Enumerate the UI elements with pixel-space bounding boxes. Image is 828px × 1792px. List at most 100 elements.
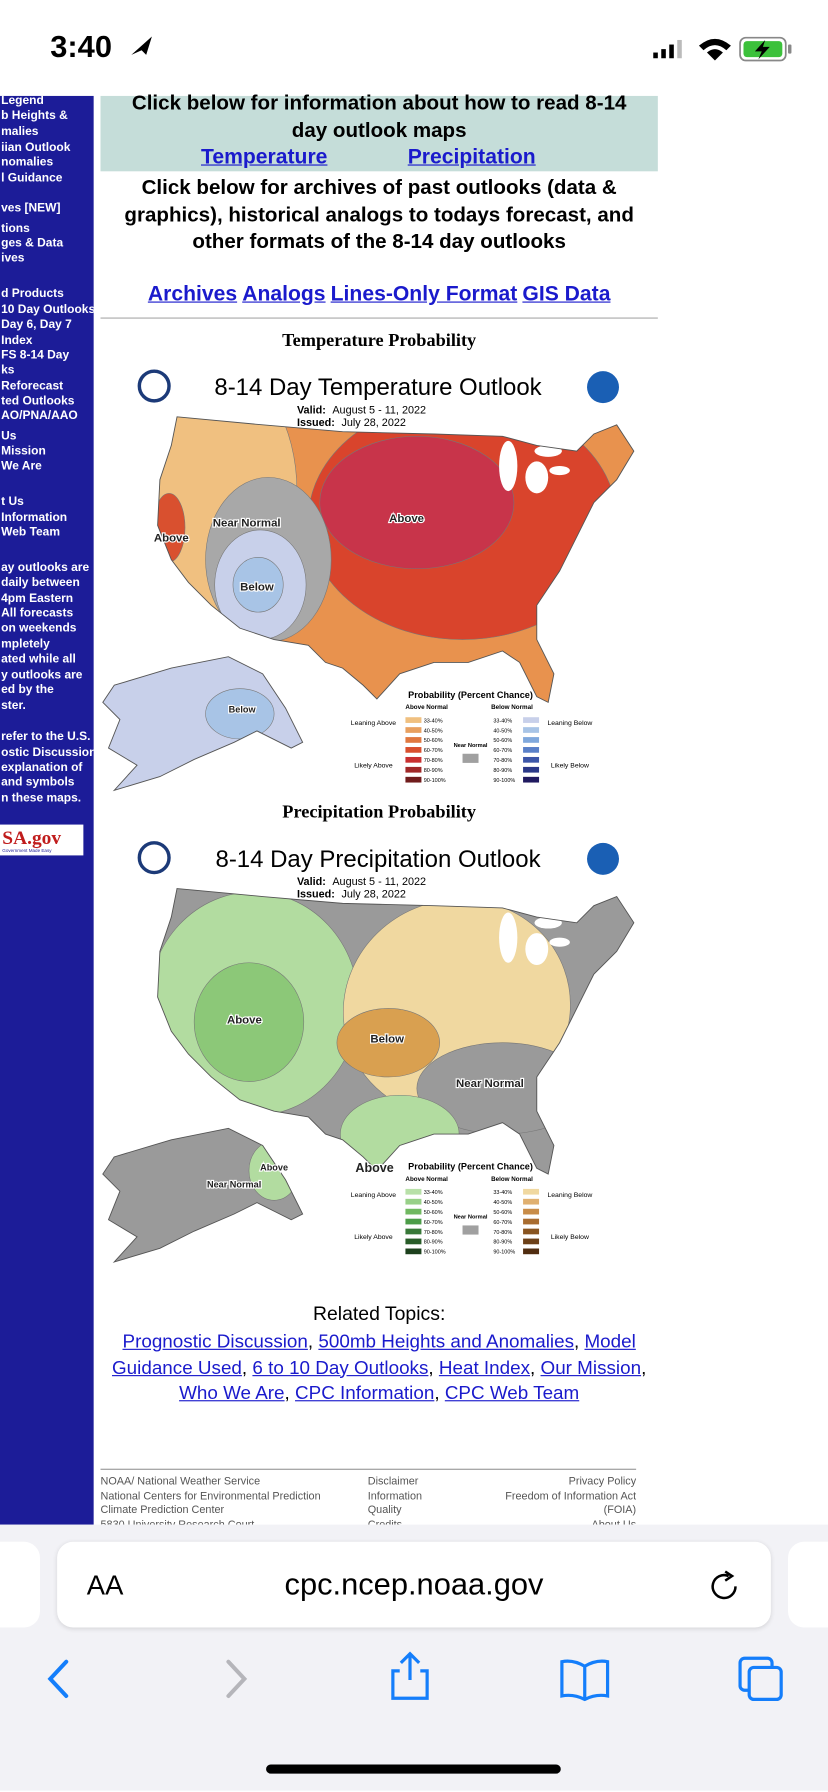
sidebar-link[interactable]: t Us [1,494,24,509]
tab-preview[interactable] [0,1541,40,1628]
sidebar-link[interactable]: ostic Discussion [1,745,94,760]
logo-tagline: Government Made Easy [2,847,52,854]
forward-button[interactable] [226,1659,248,1698]
link[interactable]: Prognostic Discussion [122,1331,308,1353]
status-time: 3:40 [50,29,112,64]
sidebar-link[interactable]: malies [1,124,39,139]
legend-title: Probability (Percent Chance) [408,690,533,700]
sidebar-link[interactable]: Mission [1,444,46,458]
tabs-button[interactable] [738,1656,783,1701]
sidebar-link[interactable]: FS 8-14 Day [1,348,70,363]
usa-gov-logo[interactable]: SA.gov Government Made Easy [0,824,84,856]
sidebar-link[interactable]: Web Team [1,525,61,540]
sidebar-link[interactable]: Us [1,429,17,444]
legend-swatch [523,747,540,753]
footer-link[interactable]: (FOIA) [603,1504,637,1517]
sidebar-link[interactable]: ks [1,363,15,377]
link[interactable]: Heat Index [438,1357,531,1378]
sidebar-link[interactable]: ives [1,251,25,265]
legend-swatch [523,1238,540,1245]
info-box [100,95,658,172]
link[interactable]: Analogs [242,280,326,305]
footer-link[interactable]: Climate Prediction Center [100,1504,225,1517]
sidebar-link[interactable]: iian Outlook [1,140,71,155]
sidebar-link[interactable]: and symbols [1,775,75,790]
sidebar-link[interactable]: explanation of [1,760,83,775]
link[interactable]: Temperature [201,143,328,168]
noaa-logo [587,842,620,875]
link[interactable]: Model Guidance Used [112,1331,636,1378]
back-button[interactable] [47,1659,69,1698]
bookmarks-button[interactable] [560,1659,610,1702]
sidebar-link[interactable]: 10 Day Outlooks [1,302,94,317]
text-size-button[interactable]: AA [86,1570,124,1602]
tab-preview[interactable] [788,1541,828,1628]
footer-link[interactable]: Credits [368,1519,422,1525]
sidebar-link[interactable]: ay outlooks are [1,560,90,575]
region-label: Above [260,1163,288,1173]
divider [100,317,658,319]
sidebar-link[interactable]: y outlooks are [1,668,83,682]
footer-link[interactable]: Information [367,1489,423,1503]
sidebar-link[interactable]: ated while all [1,652,76,666]
legend: Probability (Percent Chance) Above Normal… [351,1161,593,1255]
sidebar-link[interactable]: ster. [1,698,26,713]
footer-link[interactable]: National Centers for Environmental Predi… [100,1489,321,1503]
link[interactable]: CPC Information [295,1383,435,1404]
sidebar-link[interactable]: d Products [1,286,64,301]
footer-link[interactable]: Privacy Policy [568,1475,637,1489]
link[interactable]: 6 to 10 Day Outlooks [252,1357,429,1378]
footer-link[interactable]: NOAA/ National Weather Service [100,1475,261,1489]
footer-link[interactable]: Freedom of Information Act [505,1489,637,1503]
sidebar-link[interactable]: daily between [1,575,80,590]
legend-range: 33-40% [493,1190,512,1196]
legend-label: Leaning Below [547,1192,592,1199]
link[interactable]: GIS Data [522,280,611,305]
footer-link[interactable]: Disclaimer [367,1475,419,1489]
sidebar-link[interactable]: ed by the [1,682,54,697]
link[interactable]: Precipitation [407,143,536,168]
map-caption: Precipitation Probability [282,802,477,823]
link[interactable]: Lines-Only Format [330,280,518,305]
legend-range: 80-90% [493,768,512,774]
sidebar-link[interactable]: Legend [1,95,44,108]
sidebar-link[interactable]: b Heights & [1,108,68,123]
footer-link[interactable]: 5830 University Research Court [101,1519,321,1525]
sidebar-link[interactable]: Day 6, Day 7 [1,317,72,332]
outlook-map: 8-14 Day Temperature Outlook Valid: August… [102,369,635,792]
sidebar-link[interactable]: tions [1,221,30,236]
sidebar-link[interactable]: n these maps. [1,791,82,806]
footer-right: Privacy Policy Freedom of Information Act… [505,1476,636,1525]
sidebar-link[interactable]: Information [1,510,68,525]
sidebar-link[interactable]: Reforecast [1,379,64,393]
sidebar-link[interactable]: We Are [1,459,42,473]
link[interactable]: 500mb Heights and Anomalies [318,1331,574,1353]
sidebar-link[interactable]: All forecasts [1,606,74,621]
sidebar-link[interactable]: ges & Data [1,236,64,251]
map-title: 8-14 Day Temperature Outlook [214,374,542,401]
sidebar-link[interactable]: nomalies [1,155,54,170]
sidebar-link[interactable]: ted Outlooks [1,394,75,408]
sidebar-link[interactable]: mpletely [1,637,50,651]
link[interactable]: Who We Are [179,1383,285,1404]
legend-range: 50-60% [424,1210,443,1216]
share-button[interactable] [391,1651,429,1700]
sidebar-link[interactable]: l Guidance [1,171,63,186]
region-label: Below [370,1034,404,1046]
sidebar-link[interactable]: ves [NEW] [1,201,61,215]
footer-link[interactable]: About Us [505,1519,637,1525]
sidebar-link[interactable]: refer to the U.S. [1,729,91,744]
link[interactable]: Archives [147,280,238,305]
link[interactable]: CPC Web Team [444,1383,580,1404]
link[interactable]: Our Mission [540,1357,642,1378]
sidebar-link[interactable]: AO/PNA/AAO [1,408,78,423]
sidebar-link[interactable]: on weekends [1,621,77,635]
footer: NOAA/ National Weather Service National C… [101,1476,637,1525]
reload-button[interactable] [708,1569,742,1603]
address-bar[interactable]: AA cpc.ncep.noaa.gov [57,1541,771,1628]
sidebar-link[interactable]: Index [1,333,33,348]
legend-label: Likely Above [354,1234,393,1241]
region-label: Near Normal [456,1078,524,1090]
footer-link[interactable]: Quality [367,1504,402,1517]
sidebar-link[interactable]: 4pm Eastern [1,591,74,606]
